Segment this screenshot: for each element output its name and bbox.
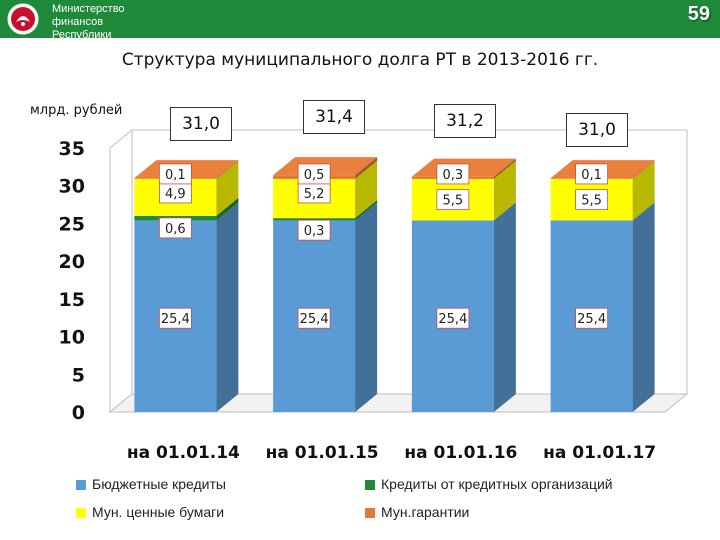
data-label-box	[436, 189, 470, 211]
bar-segment-side	[355, 160, 378, 219]
y-tick-label: 0	[72, 402, 85, 424]
data-label-text: 0,5	[304, 168, 325, 183]
bar-segment-side	[355, 200, 378, 221]
data-label: 5,2	[297, 182, 331, 204]
data-label-text: 5,5	[581, 194, 602, 209]
data-label: 25,4	[436, 307, 470, 329]
x-category-label: на 01.01.16	[404, 443, 517, 463]
y-tick-label: 35	[59, 138, 85, 160]
bar-segment-side	[632, 160, 655, 179]
data-label: 25,4	[297, 307, 331, 329]
data-label-text: 25,4	[161, 312, 190, 327]
data-label: 4,9	[158, 182, 192, 204]
data-label: 0,6	[158, 217, 192, 239]
y-tick-label: 10	[59, 327, 85, 349]
legend-label: Бюджетные кредиты	[92, 476, 226, 492]
x-category-label: на 01.01.17	[543, 443, 656, 463]
side-wall	[109, 128, 133, 414]
ministry-line-3: Республики	[52, 29, 112, 41]
y-tick-label: 20	[59, 251, 85, 273]
data-label-box	[575, 307, 609, 329]
bar-segment	[273, 202, 378, 412]
y-tick-label: 5	[72, 364, 85, 386]
legend-swatch	[76, 508, 86, 518]
data-label-box	[297, 163, 331, 185]
y-tick-label: 25	[59, 213, 85, 235]
data-label: 0,1	[158, 163, 192, 185]
data-label-text: 25,4	[438, 312, 467, 327]
data-label: 5,5	[436, 189, 470, 211]
bar-segment	[550, 202, 655, 412]
total-label: 31,0	[566, 113, 628, 147]
bar-segment	[134, 202, 239, 412]
ministry-line-2: финансов	[52, 16, 104, 28]
ministry-name: Министерство финансов Республики	[52, 3, 125, 42]
ministry-line-1: Министерство	[52, 3, 125, 15]
data-label-box	[158, 217, 192, 239]
data-label-text: 25,4	[577, 312, 606, 327]
bar-segment-side	[355, 157, 378, 179]
y-axis-label: млрд. рублей	[30, 103, 123, 118]
data-label: 25,4	[575, 307, 609, 329]
tatarstan-emblem-icon	[7, 3, 39, 35]
bar-segment-side	[216, 160, 239, 216]
slide-number: 59	[687, 3, 710, 25]
bar-segment-front	[273, 218, 356, 221]
legend-swatch	[365, 508, 375, 518]
bar-segment-side	[632, 202, 655, 412]
data-label: 5,5	[575, 189, 609, 211]
y-tick-label: 15	[59, 289, 85, 311]
data-label-text: 0,3	[304, 224, 325, 239]
data-label: 0,3	[297, 219, 331, 241]
data-label-text: 25,4	[300, 312, 329, 327]
data-label-text: 4,9	[165, 187, 186, 202]
chart-title: Структура муниципального долга РТ в 2013…	[121, 50, 599, 70]
data-label-text: 0,3	[443, 168, 464, 183]
data-label-box	[575, 189, 609, 211]
data-label-box	[575, 163, 609, 185]
data-label: 0,5	[297, 163, 331, 185]
data-label-text: 0,1	[165, 168, 186, 183]
bar-segment-side	[493, 158, 516, 179]
bar-segment-side	[493, 202, 516, 412]
data-label: 25,4	[158, 307, 192, 329]
bar-segment	[411, 202, 516, 412]
data-label-box	[436, 163, 470, 185]
data-label-text: 5,5	[443, 194, 464, 209]
total-label: 31,0	[170, 107, 232, 141]
data-label-box	[297, 307, 331, 329]
data-label-text: 0,1	[581, 168, 602, 183]
legend-swatch	[365, 480, 375, 490]
bar-segment-side	[216, 197, 239, 221]
bar-segment-side	[355, 202, 378, 412]
total-label: 31,4	[303, 100, 365, 134]
header-bar: Министерство финансов Республики 59	[0, 0, 720, 41]
legend-swatch	[76, 480, 86, 490]
bar-segment-side	[493, 160, 516, 221]
legend-label: Мун. ценные бумаги	[92, 504, 225, 520]
data-label-text: 0,6	[165, 222, 186, 237]
x-category-label: на 01.01.14	[127, 443, 240, 463]
legend-label: Кредиты от кредитных организаций	[381, 476, 613, 492]
total-label: 31,2	[434, 104, 496, 138]
data-label: 0,1	[575, 163, 609, 185]
y-tick-label: 30	[59, 176, 85, 198]
bar-segment-side	[216, 202, 239, 412]
data-label: 0,3	[436, 163, 470, 185]
data-label-box	[158, 163, 192, 185]
data-label-text: 5,2	[304, 187, 325, 202]
legend-label: Мун.гарантии	[381, 504, 470, 520]
bar-segment-side	[632, 160, 655, 221]
data-label-box	[158, 307, 192, 329]
bar-segment-side	[216, 160, 239, 179]
x-category-label: на 01.01.15	[266, 443, 379, 463]
bar-segment	[273, 200, 378, 221]
data-label-box	[436, 307, 470, 329]
data-label-box	[297, 219, 331, 241]
